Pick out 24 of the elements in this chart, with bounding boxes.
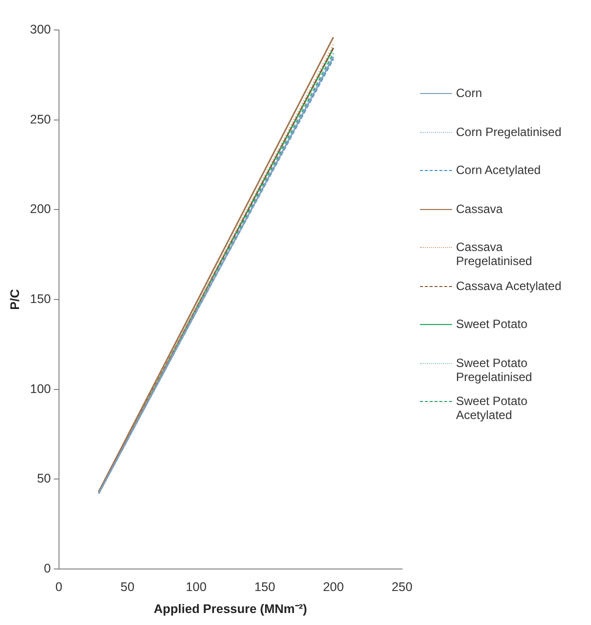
x-tick-label: 50 bbox=[120, 580, 134, 594]
legend-label: Sweet Potato Acetylated bbox=[456, 394, 528, 422]
y-tick-label: 100 bbox=[30, 382, 51, 396]
y-tick-label: 300 bbox=[30, 22, 51, 36]
x-tick-label: 100 bbox=[186, 580, 207, 594]
legend-label: Corn bbox=[456, 86, 482, 100]
legend-label: Cassava Acetylated bbox=[456, 278, 562, 292]
legend-label: Corn Pregelatinised bbox=[456, 124, 562, 138]
x-tick-label: 0 bbox=[55, 580, 62, 594]
legend-label: Sweet Potato bbox=[456, 317, 528, 331]
legend-label: Corn Acetylated bbox=[456, 163, 541, 177]
y-tick-label: 200 bbox=[30, 202, 51, 216]
x-axis-title: Applied Pressure (MNm⁻²) bbox=[154, 602, 308, 616]
x-tick-label: 200 bbox=[322, 580, 344, 594]
y-tick-label: 50 bbox=[36, 472, 51, 486]
y-axis-title: P/C bbox=[8, 289, 22, 310]
y-tick-label: 0 bbox=[44, 561, 51, 576]
x-tick-label: 250 bbox=[392, 580, 412, 594]
y-tick-label: 150 bbox=[30, 292, 51, 306]
x-tick-label: 150 bbox=[254, 580, 276, 594]
legend-label: Cassava bbox=[456, 202, 503, 216]
y-tick-label: 250 bbox=[30, 112, 51, 126]
legend-label: Sweet Potato Pregelatinised bbox=[456, 356, 534, 384]
legend-label: Cassava Pregelatinised bbox=[456, 240, 534, 268]
